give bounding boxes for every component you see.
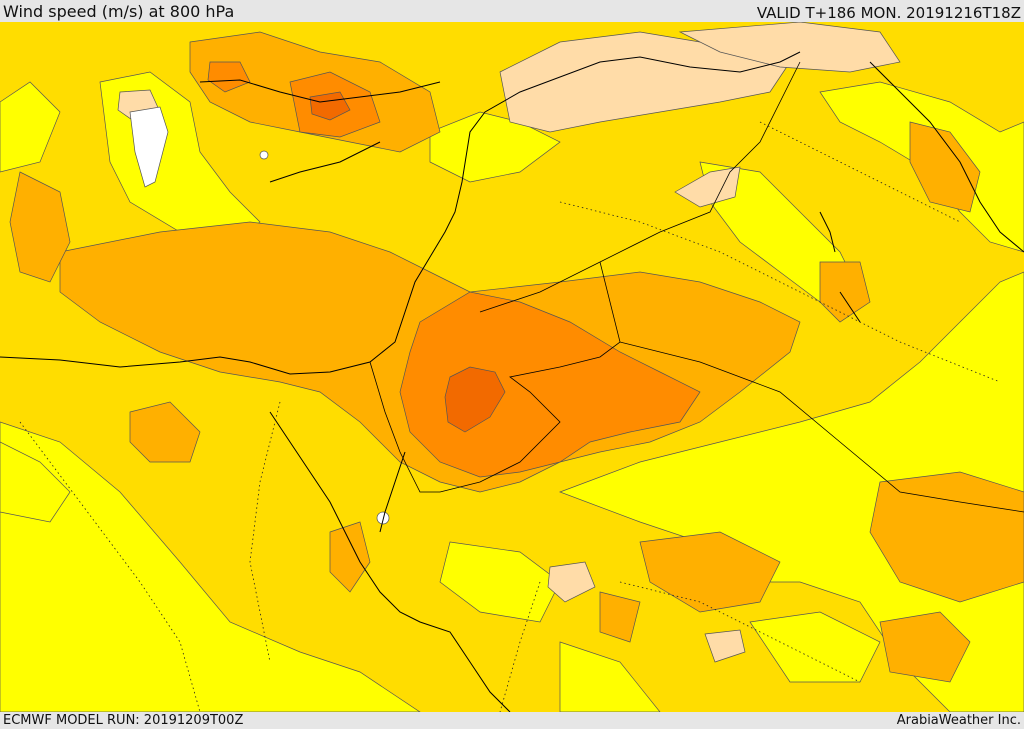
country-borders	[369, 61, 1024, 513]
credit-label: ArabiaWeather Inc.	[896, 713, 1021, 728]
weak-wind-patches	[117, 22, 901, 663]
coastlines	[0, 51, 1024, 712]
wind-maximum-core	[444, 366, 506, 433]
valid-time-label: VALID T+186 MON. 20191216T18Z	[756, 4, 1021, 22]
model-run-label: ECMWF MODEL RUN: 20191209T00Z	[3, 713, 244, 728]
footer-bar: ECMWF MODEL RUN: 20191209T00Z ArabiaWeat…	[0, 712, 1024, 729]
header-bar: Wind speed (m/s) at 800 hPa VALID T+186 …	[0, 0, 1024, 22]
wind-speed-map	[0, 22, 1024, 712]
map-title: Wind speed (m/s) at 800 hPa	[3, 2, 235, 21]
dotted-boundaries	[19, 121, 1001, 712]
